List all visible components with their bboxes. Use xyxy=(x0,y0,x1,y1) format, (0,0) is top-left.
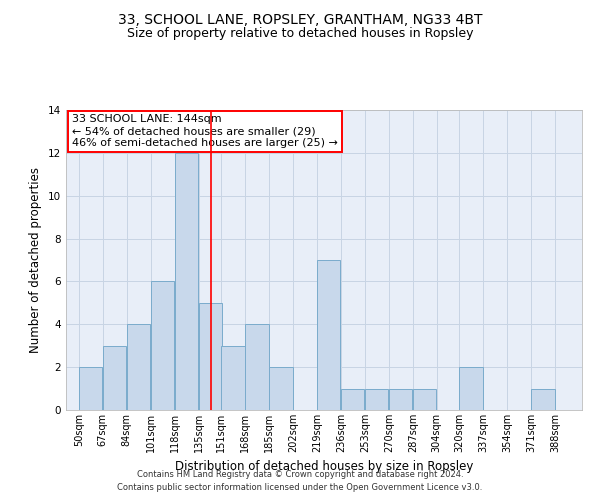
Bar xyxy=(389,388,412,410)
Text: 33 SCHOOL LANE: 144sqm
← 54% of detached houses are smaller (29)
46% of semi-det: 33 SCHOOL LANE: 144sqm ← 54% of detached… xyxy=(72,114,338,148)
Bar xyxy=(103,346,126,410)
Y-axis label: Number of detached properties: Number of detached properties xyxy=(29,167,43,353)
Bar xyxy=(79,367,102,410)
Bar xyxy=(531,388,555,410)
Bar xyxy=(175,153,198,410)
Bar xyxy=(269,367,293,410)
Bar xyxy=(365,388,388,410)
Bar xyxy=(460,367,483,410)
Bar xyxy=(127,324,150,410)
Bar xyxy=(151,282,174,410)
Bar xyxy=(245,324,269,410)
Bar xyxy=(199,303,222,410)
X-axis label: Distribution of detached houses by size in Ropsley: Distribution of detached houses by size … xyxy=(175,460,473,473)
Bar xyxy=(341,388,364,410)
Text: Contains HM Land Registry data © Crown copyright and database right 2024.: Contains HM Land Registry data © Crown c… xyxy=(137,470,463,479)
Text: Contains public sector information licensed under the Open Government Licence v3: Contains public sector information licen… xyxy=(118,483,482,492)
Bar xyxy=(221,346,245,410)
Bar xyxy=(413,388,436,410)
Text: Size of property relative to detached houses in Ropsley: Size of property relative to detached ho… xyxy=(127,28,473,40)
Bar xyxy=(317,260,340,410)
Text: 33, SCHOOL LANE, ROPSLEY, GRANTHAM, NG33 4BT: 33, SCHOOL LANE, ROPSLEY, GRANTHAM, NG33… xyxy=(118,12,482,26)
